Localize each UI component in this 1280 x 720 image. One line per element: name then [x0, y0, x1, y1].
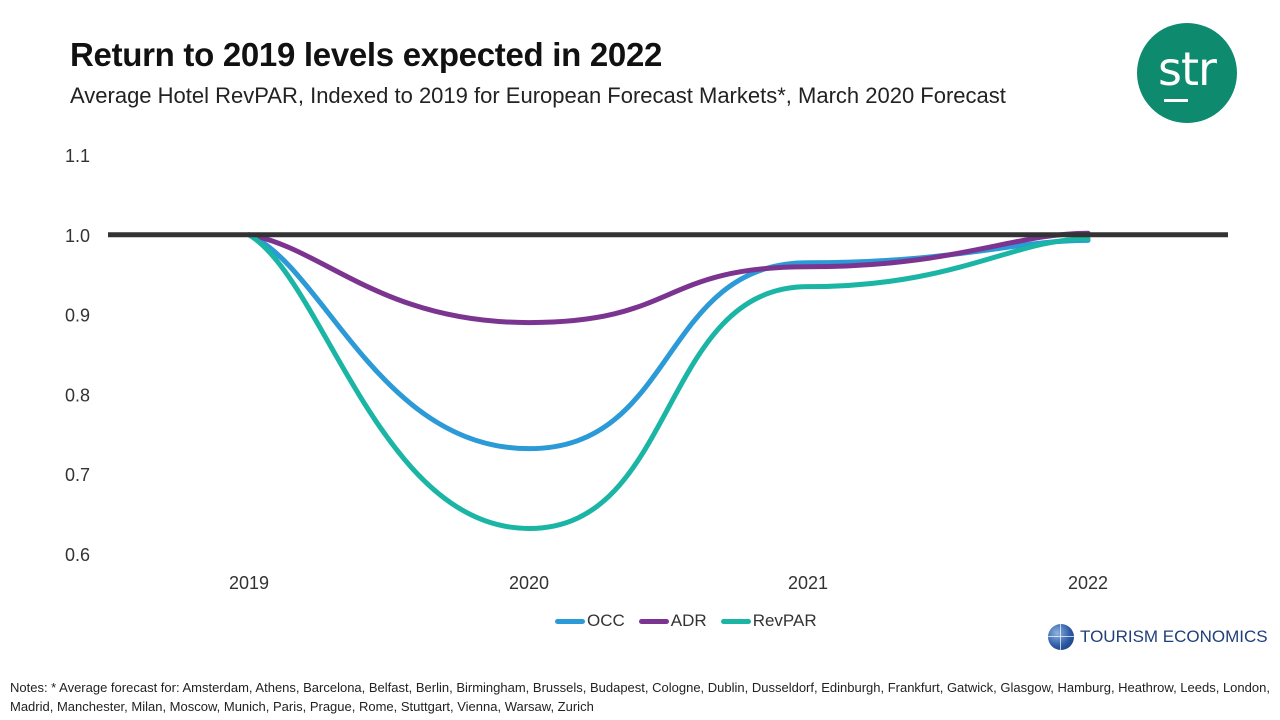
- str-logo: str: [1137, 23, 1237, 123]
- legend-swatch: [720, 618, 751, 624]
- tourism-economics-name: TOURISM ECONOMICS: [1080, 627, 1268, 646]
- tourism-economics-logo: TOURISM ECONOMICS: [1048, 624, 1268, 650]
- legend-swatch: [555, 618, 585, 624]
- legend-item-revpar: RevPAR: [720, 611, 817, 631]
- series-line-revpar: [246, 232, 1091, 531]
- y-tick-label: 1.1: [65, 146, 90, 166]
- chart-subtitle: Average Hotel RevPAR, Indexed to 2019 fo…: [70, 83, 1006, 108]
- y-tick-label: 0.9: [65, 306, 90, 326]
- x-tick-label: 2020: [509, 573, 549, 593]
- x-tick-label: 2021: [788, 573, 828, 593]
- legend-swatch: [638, 618, 669, 624]
- chart-title: Return to 2019 levels expected in 2022: [70, 36, 663, 73]
- footnote: Notes: * Average forecast for: Amsterdam…: [10, 680, 1270, 714]
- x-tick-label: 2022: [1068, 573, 1108, 593]
- legend-item-adr: ADR: [638, 611, 707, 631]
- legend-label: RevPAR: [752, 611, 817, 630]
- y-tick-label: 1.0: [65, 226, 90, 246]
- str-logo-text: str: [1158, 42, 1217, 96]
- x-tick-label: 2019: [229, 573, 269, 593]
- legend-label: ADR: [670, 611, 707, 630]
- series-line-adr: [246, 230, 1091, 326]
- y-tick-label: 0.6: [65, 545, 90, 565]
- globe-icon: [1048, 624, 1074, 650]
- legend-label: OCC: [587, 611, 625, 630]
- str-logo-underline: [1164, 99, 1188, 102]
- legend-item-occ: OCC: [555, 611, 625, 631]
- y-tick-label: 0.8: [65, 385, 90, 405]
- chart-legend: OCC ADR RevPAR: [555, 611, 817, 631]
- y-tick-label: 0.7: [65, 465, 90, 485]
